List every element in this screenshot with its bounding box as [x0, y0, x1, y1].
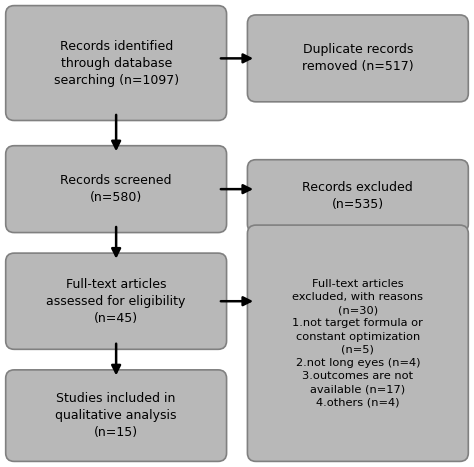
FancyBboxPatch shape	[6, 6, 227, 120]
Text: Records identified
through database
searching (n=1097): Records identified through database sear…	[54, 40, 179, 86]
FancyBboxPatch shape	[6, 370, 227, 461]
FancyBboxPatch shape	[247, 225, 468, 461]
FancyBboxPatch shape	[247, 160, 468, 233]
Text: Full-text articles
assessed for eligibility
(n=45): Full-text articles assessed for eligibil…	[46, 278, 186, 325]
FancyBboxPatch shape	[6, 253, 227, 349]
Text: Studies included in
qualitative analysis
(n=15): Studies included in qualitative analysis…	[55, 392, 177, 439]
Text: Records excluded
(n=535): Records excluded (n=535)	[302, 181, 413, 211]
FancyBboxPatch shape	[6, 146, 227, 233]
Text: Full-text articles
excluded, with reasons
(n=30)
1.not target formula or
constan: Full-text articles excluded, with reason…	[292, 279, 423, 408]
Text: Records screened
(n=580): Records screened (n=580)	[60, 174, 172, 204]
FancyBboxPatch shape	[247, 15, 468, 102]
Text: Duplicate records
removed (n=517): Duplicate records removed (n=517)	[302, 43, 414, 73]
